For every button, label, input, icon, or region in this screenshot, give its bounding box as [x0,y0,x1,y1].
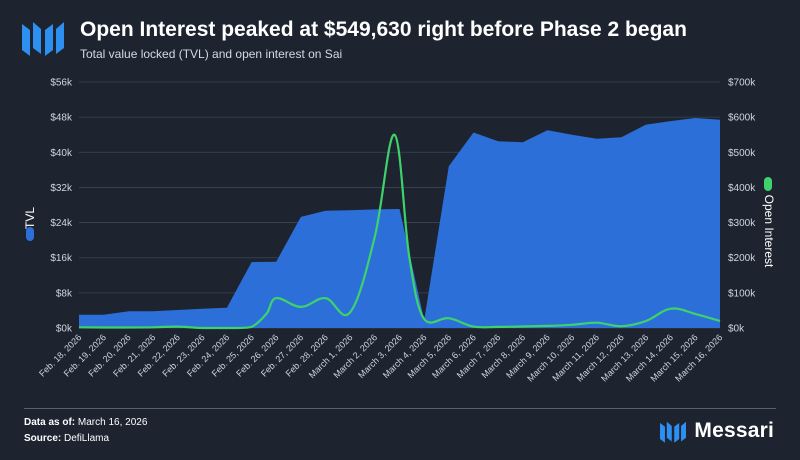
y-right-tick-label: $100k [728,288,756,299]
y-right-tick-label: $200k [728,253,756,264]
open-interest-legend-swatch [764,177,772,191]
open-interest-line [78,133,721,330]
chart-title: Open Interest peaked at $549,630 right b… [80,18,687,41]
brand: Messari [660,414,774,448]
y-right-tick-label: $0k [728,324,745,335]
y-right-tick-label: $300k [728,218,756,229]
y-left-tick-label: $16k [50,253,73,264]
y-left-tick-label: $48k [50,113,73,124]
data-as-of-date: March 16, 2026 [77,417,148,428]
y-left-axis-title: TVL [23,207,37,229]
footer-divider [24,408,776,409]
y-right-tick-label: $600k [728,113,756,124]
data-as-of: Data as of: March 16, 2026 [24,417,147,428]
y-right-tick-label: $500k [728,148,756,159]
tvl-legend-swatch [26,227,34,241]
y-right-tick-label: $400k [728,183,756,194]
y-left-tick-label: $40k [50,148,73,159]
y-left-tick-label: $56k [50,78,73,89]
data-as-of-label: Data as of: [24,417,76,428]
y-left-tick-label: $8k [56,288,73,299]
x-tick-label: Feb. 18, 2026 [37,332,83,378]
chart: $0k $8k $16k $24k $32k $40k $48k $56k $0k $100k $2… [23,78,776,384]
brand-name: Messari [694,419,774,442]
tvl-area [79,118,720,328]
y-left-tick-label: $0k [56,324,73,335]
source-label: Source: [24,433,62,444]
y-right-tick-label: $700k [728,78,756,89]
messari-brand-icon [660,421,687,443]
source: Source: DefiLlama [24,433,109,444]
y-left-tick-label: $24k [50,218,73,229]
y-right-axis-title: Open Interest [762,195,776,268]
y-left-tick-label: $32k [50,183,73,194]
chart-subtitle: Total value locked (TVL) and open intere… [80,47,343,61]
source-value: DefiLlama [64,433,110,444]
messari-logo-icon [22,22,64,56]
